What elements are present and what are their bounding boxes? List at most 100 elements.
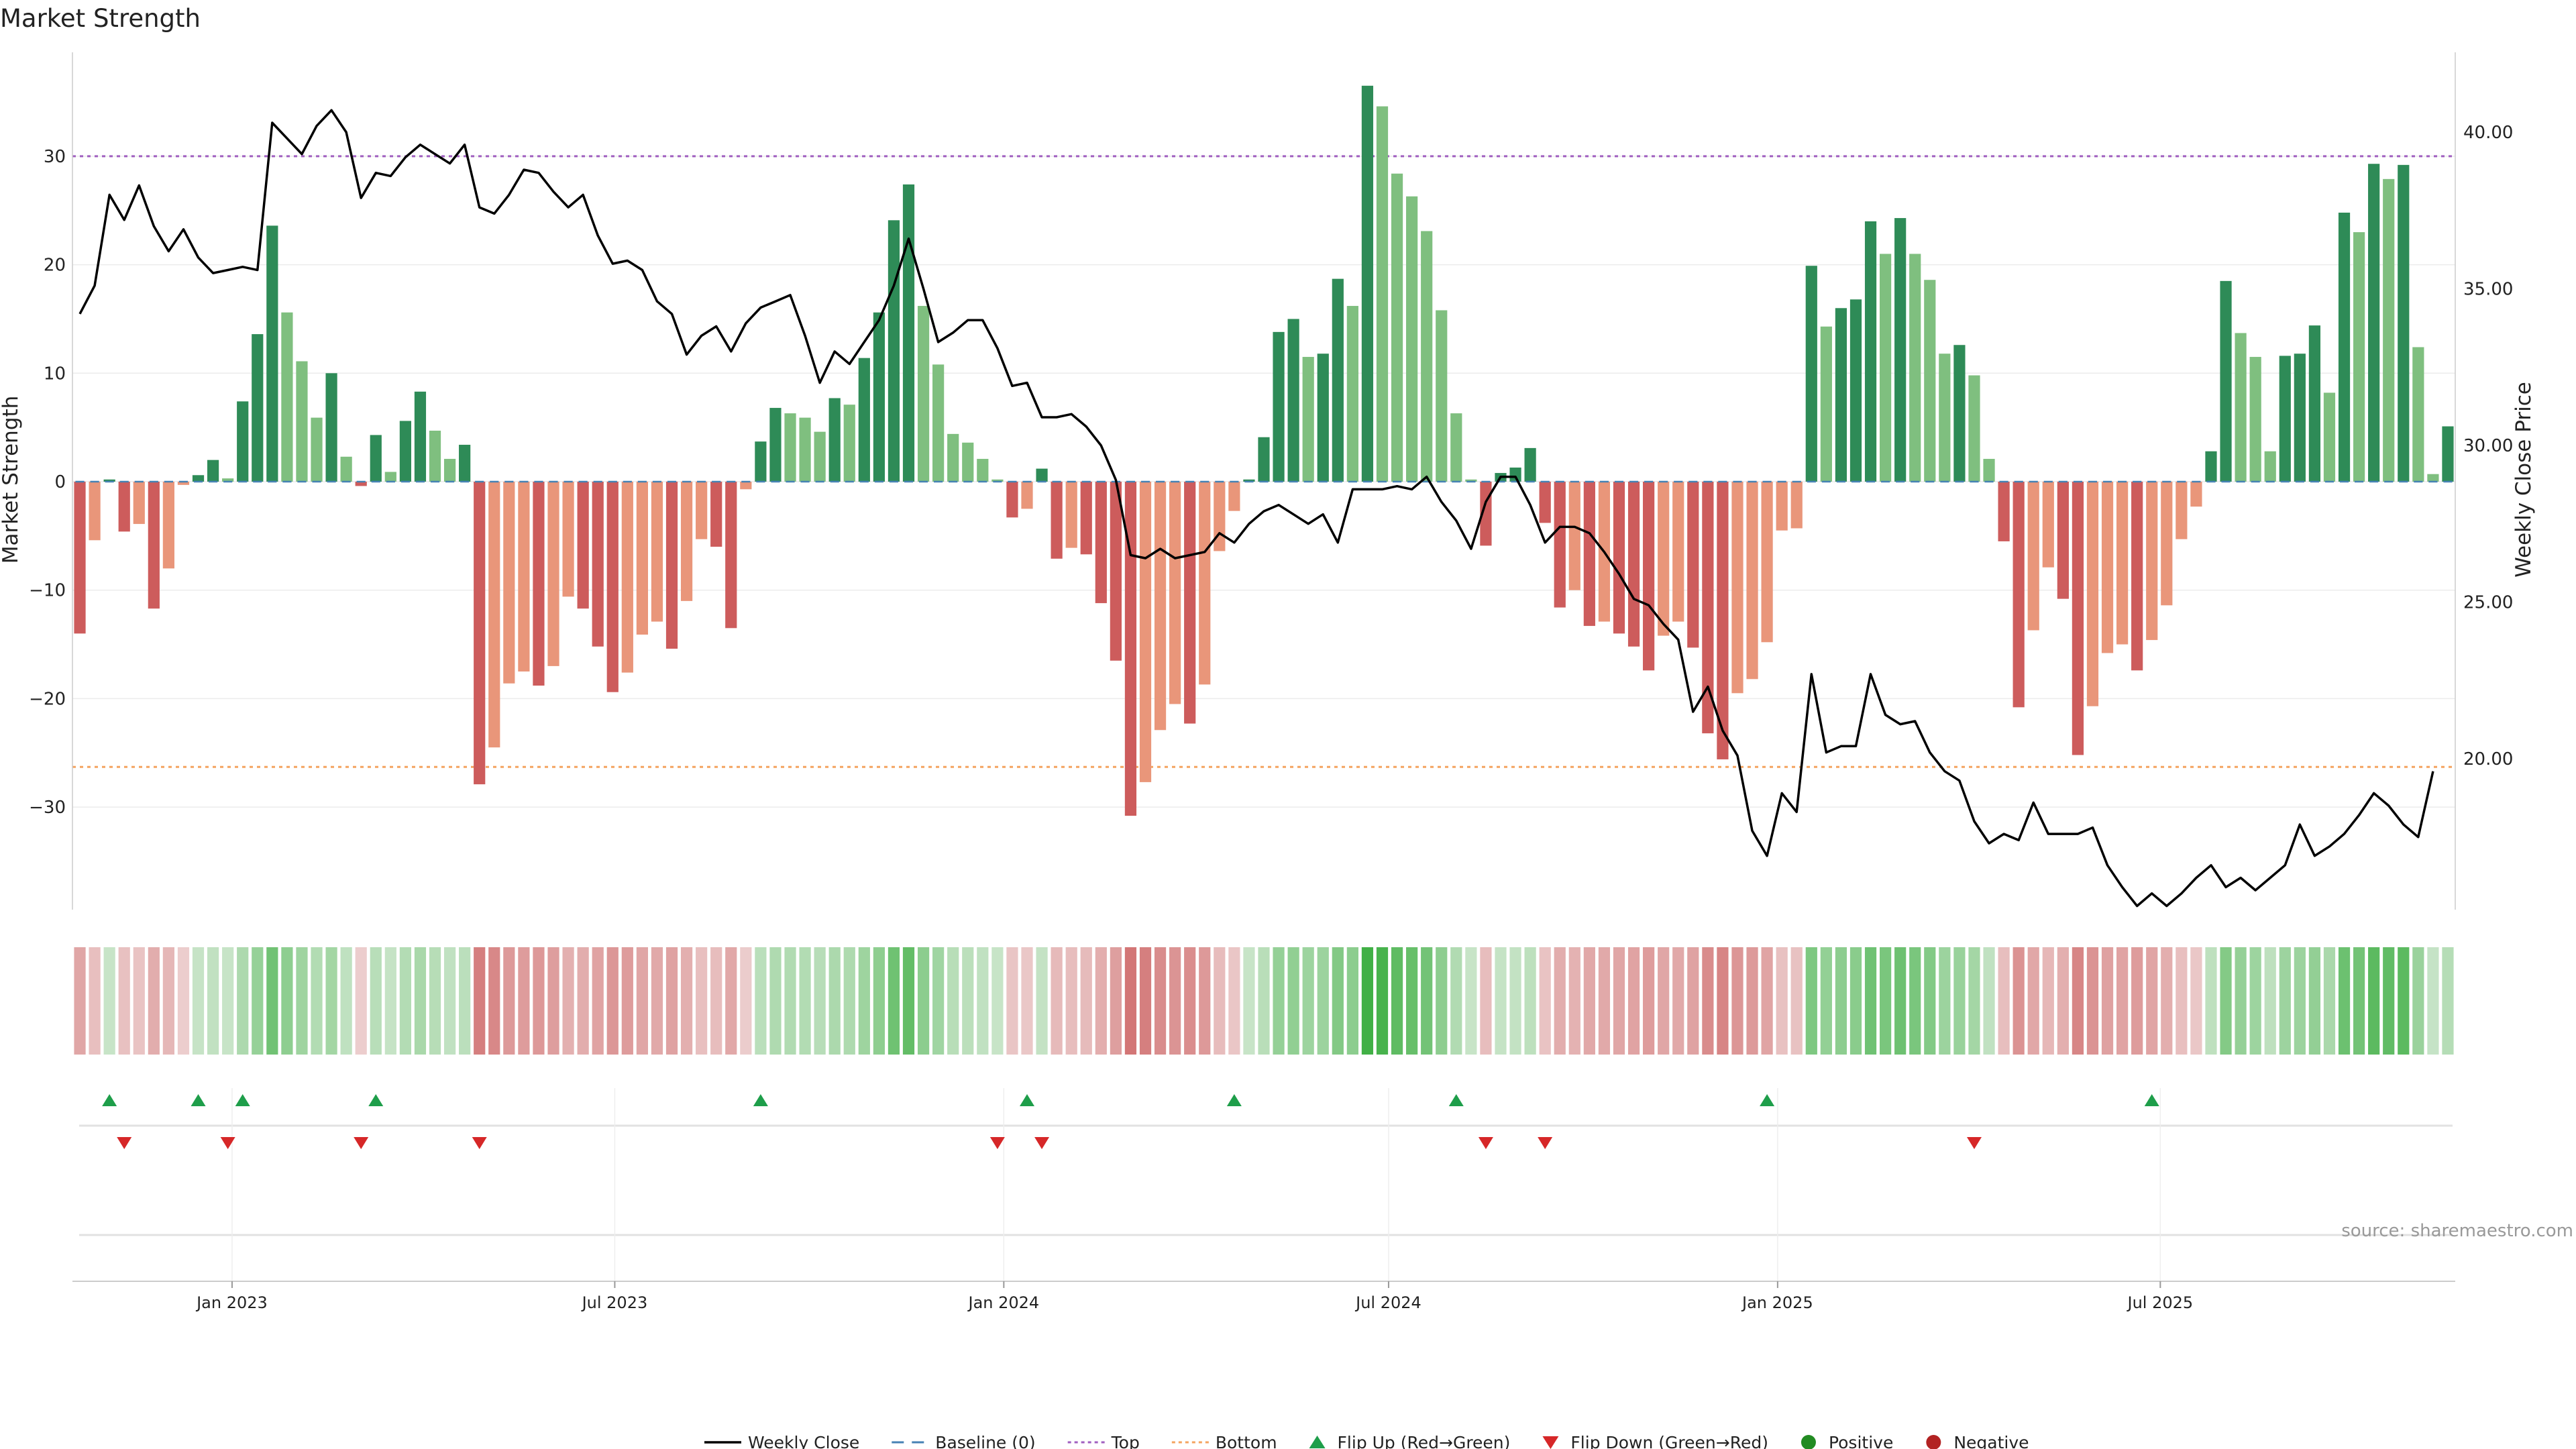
strength-bar [932,364,945,482]
strength-bar [443,459,456,482]
legend-label: Weekly Close [748,1433,859,1449]
heat-cell [1702,947,1714,1055]
heat-cell [1613,947,1625,1055]
strength-bar [2116,482,2129,645]
heat-cell [858,947,870,1055]
heat-cell [1154,947,1167,1055]
heat-cell [917,947,930,1055]
heat-cell [2412,947,2424,1055]
strength-bar [1820,326,1832,482]
heat-cell [2086,947,2099,1055]
heat-cell [1095,947,1107,1055]
strength-bar [799,417,811,482]
strength-bar [148,482,160,609]
heat-cell [843,947,855,1055]
strength-bar [1583,482,1595,627]
x-tick-label: Jan 2025 [1741,1293,1813,1312]
heat-cell [799,947,811,1055]
flip-down-marker [989,1137,1005,1149]
strength-bar [873,312,885,482]
strength-bar [814,431,826,482]
strength-bar [2072,482,2084,755]
strength-bar [1214,482,1226,551]
heat-cell [1717,947,1729,1055]
heat-cell [1346,947,1358,1055]
heat-cell [1761,947,1773,1055]
strength-bar [1199,482,1211,685]
strength-bar [89,482,101,541]
heat-cell [311,947,323,1055]
strength-bar [1939,354,1951,482]
heat-cell [1258,947,1270,1055]
strength-bar [1080,482,1092,555]
strength-bar [488,482,500,748]
heat-cell [977,947,989,1055]
flip-markers-panel [79,1088,2453,1281]
legend-swatch-negative [1926,1435,1941,1449]
strength-bar [1717,482,1729,759]
strength-bar [1124,482,1137,816]
heat-cell [592,947,604,1055]
strength-bar [1627,482,1640,647]
heat-cell [1598,947,1611,1055]
heat-cell [1924,947,1936,1055]
heat-cell [606,947,619,1055]
flip-up-marker [102,1094,117,1106]
strength-bar [1406,196,1418,482]
flip-up-marker [1760,1094,1775,1106]
strength-bar [533,482,545,686]
strength-bar [1672,482,1684,622]
strength-bar [459,445,471,482]
strength-bar [1184,482,1196,724]
heat-cell [222,947,234,1055]
strength-bar [1687,482,1699,648]
strength-bar [1524,447,1536,482]
x-tick-label: Jan 2024 [967,1293,1039,1312]
heat-cell [2176,947,2188,1055]
heat-cell [1939,947,1951,1055]
legend-label: Baseline (0) [935,1433,1035,1449]
heat-cell [2220,947,2232,1055]
strength-bar [503,482,515,684]
strength-bar [1880,254,1892,482]
heat-cell [1139,947,1152,1055]
x-tick-label: Jan 2023 [195,1293,268,1312]
strength-bar [162,482,175,569]
heat-cell [2427,947,2439,1055]
strength-bar [1894,218,1907,482]
y-tick-label-left: 20 [44,256,66,276]
heat-cell [651,947,663,1055]
strength-bar [1998,482,2010,541]
heat-cell [162,947,175,1055]
heat-cell [384,947,396,1055]
strength-bar [1539,482,1551,523]
heat-cell [503,947,515,1055]
strength-bar [562,482,574,597]
heat-cell [2027,947,2039,1055]
heat-cell [1583,947,1595,1055]
flip-up-marker [2144,1094,2159,1106]
strength-bar [888,220,900,482]
heat-cell [1332,947,1344,1055]
heat-cell [1672,947,1684,1055]
strength-bar [177,482,190,485]
right-y-ticks: 20.00 25.00 30.00 35.00 40.00 [2463,123,2513,769]
strength-bar [947,433,959,482]
strength-bar [192,475,205,482]
heat-cell [1080,947,1092,1055]
strength-bar [2279,356,2291,482]
strength-bar [2398,164,2410,482]
strength-bar [1702,482,1714,734]
heat-cell [296,947,308,1055]
strength-bar [2176,482,2188,539]
strength-bar [1021,482,1033,509]
heat-cell [355,947,367,1055]
heat-cell [488,947,500,1055]
strength-bar [118,482,130,532]
heat-cell [399,947,412,1055]
strength-bar [1051,482,1063,559]
heat-cell [1790,947,1803,1055]
heat-cell [636,947,648,1055]
strength-bar [1139,482,1152,782]
